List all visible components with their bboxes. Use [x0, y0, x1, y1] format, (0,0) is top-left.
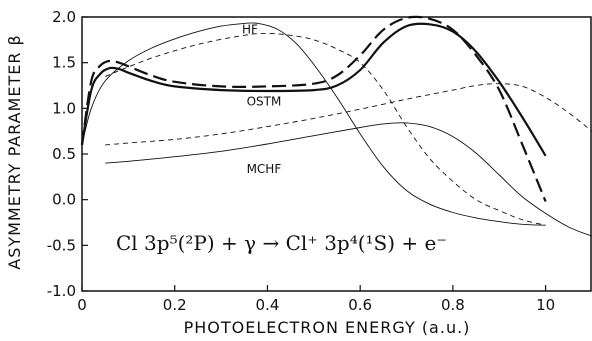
y-tick-label: 1.5: [52, 54, 76, 72]
x-tick-label: 0.4: [256, 296, 280, 314]
y-tick-label: 0.0: [52, 191, 76, 209]
series-line-3: [82, 17, 546, 202]
y-tick-label: -0.5: [47, 236, 76, 254]
x-tick-label: 0.6: [348, 296, 372, 314]
series-line-5: [105, 123, 592, 236]
x-tick-label: 10: [536, 296, 555, 314]
curve-label: OSTM: [247, 95, 282, 109]
series-line-6: [105, 33, 545, 225]
y-tick-label: -1.0: [47, 282, 76, 300]
reaction-equation: Cl 3p⁵(²P) + γ → Cl⁺ 3p⁴(¹S) + e⁻: [116, 231, 447, 255]
x-axis-title: PHOTOELECTRON ENERGY (a.u.): [184, 318, 471, 337]
curve-label: HF: [242, 22, 258, 36]
curves-group: [82, 17, 592, 236]
x-tick-label: 0.2: [163, 296, 187, 314]
y-tick-label: 0.5: [52, 145, 76, 163]
x-tick-label: 0.8: [441, 296, 465, 314]
y-tick-label: 1.0: [52, 99, 76, 117]
y-tick-label: 2.0: [52, 8, 76, 26]
curve-label: MCHF: [247, 162, 282, 176]
x-tick-label: 0: [77, 296, 87, 314]
y-axis-title: ASYMMETRY PARAMETER β: [5, 34, 24, 270]
